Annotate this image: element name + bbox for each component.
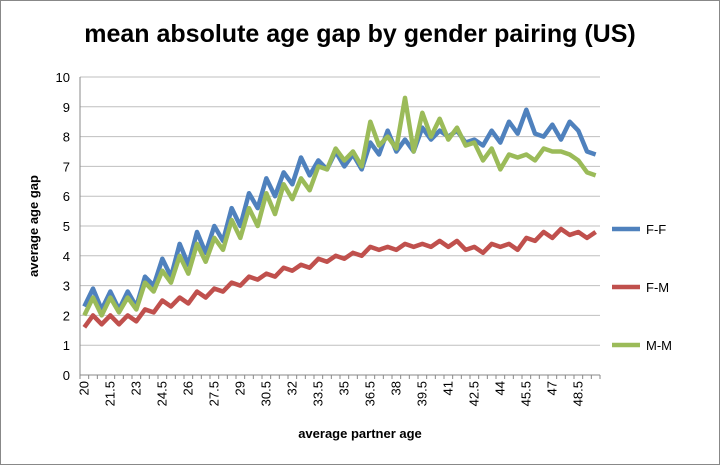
x-tick-label: 38 <box>388 381 403 395</box>
x-tick-label: 26 <box>180 381 195 395</box>
legend-label: F-M <box>646 280 669 295</box>
y-tick-label: 10 <box>56 70 70 85</box>
y-tick-label: 1 <box>63 338 70 353</box>
x-tick-label: 41 <box>440 381 455 395</box>
x-tick-label: 29 <box>232 381 247 395</box>
y-tick-label: 7 <box>63 159 70 174</box>
y-tick-label: 2 <box>63 308 70 323</box>
x-tick-label: 42.5 <box>466 381 481 406</box>
x-tick-label: 32 <box>284 381 299 395</box>
chart-title: mean absolute age gap by gender pairing … <box>84 20 636 48</box>
x-tick-label: 20 <box>76 381 91 395</box>
x-tick-label: 33.5 <box>310 381 325 406</box>
series-line <box>82 107 597 312</box>
x-tick-label: 35 <box>336 381 351 395</box>
x-tick-label: 23 <box>128 381 143 395</box>
y-tick-label: 3 <box>63 279 70 294</box>
series-line <box>82 226 597 329</box>
x-tick-label: 36.5 <box>362 381 377 406</box>
y-tick-label: 5 <box>63 219 70 234</box>
x-tick-label: 24.5 <box>154 381 169 406</box>
x-axis-title: average partner age <box>298 426 422 441</box>
y-tick-label: 0 <box>63 368 70 383</box>
x-tick-label: 48.5 <box>570 381 585 406</box>
x-tick-label: 27.5 <box>206 381 221 406</box>
y-tick-label: 6 <box>63 189 70 204</box>
y-tick-label: 8 <box>63 130 70 145</box>
x-tick-label: 45.5 <box>518 381 533 406</box>
y-tick-label: 9 <box>63 100 70 115</box>
y-axis-title: average age gap <box>26 175 41 277</box>
series-line <box>82 95 597 318</box>
x-tick-label: 30.5 <box>258 381 273 406</box>
x-tick-label: 39.5 <box>414 381 429 406</box>
legend-label: F-F <box>646 222 666 237</box>
x-tick-label: 44 <box>492 381 507 395</box>
x-tick-label: 47 <box>544 381 559 395</box>
x-tick-label: 21.5 <box>102 381 117 406</box>
y-tick-label: 4 <box>63 249 70 264</box>
legend-label: M-M <box>646 338 672 353</box>
